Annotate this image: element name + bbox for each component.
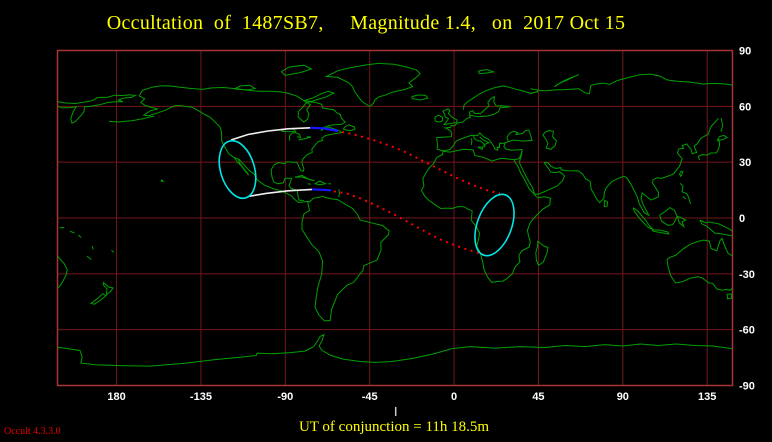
coastline-hispaniola <box>314 180 327 186</box>
coastline-lake-michigan-huron <box>288 132 302 141</box>
latitude-label: 90 <box>739 46 751 58</box>
coastline-australia-main <box>666 237 733 291</box>
coastline-iberia-med <box>436 132 509 152</box>
longitude-label: -90 <box>277 391 293 403</box>
coastline-africa <box>420 148 551 283</box>
longitude-label: 45 <box>532 391 544 403</box>
coastline-philippines-visayas <box>682 196 687 200</box>
coastline-ellesmere <box>280 64 313 76</box>
coastline-chukotka-kamchatka <box>57 94 137 124</box>
coastline-new-caledonia <box>86 255 92 260</box>
coastline-japan-honshu <box>697 140 721 161</box>
chart-title: Occultation of 1487SB7, Magnitude 1.4, o… <box>106 12 626 34</box>
coastline-sardinia-corsica <box>470 138 473 146</box>
map-frame <box>56 49 734 387</box>
path-limit-white <box>230 127 311 141</box>
coastline-nz-south-island <box>89 293 107 305</box>
coastline-arabia <box>519 162 566 195</box>
coastline-sicily <box>477 146 484 151</box>
coastline-java <box>651 229 670 235</box>
graticule <box>57 50 733 386</box>
latitude-label: 0 <box>739 213 745 225</box>
coastlines <box>57 62 733 367</box>
coastline-newfoundland <box>342 124 356 132</box>
longitude-label: -45 <box>362 391 378 403</box>
axis-labels: 180 -135 -90 -45 0 45 90 135 90 60 30 0 -30 -60 -90 <box>107 46 755 404</box>
path-limit-blue <box>311 188 332 192</box>
coastline-svalbard <box>477 68 496 75</box>
coastline-cuba <box>294 174 315 182</box>
coastline-ireland <box>434 114 444 123</box>
coastline-taiwan <box>679 170 684 178</box>
latitude-label: 30 <box>739 157 751 169</box>
uncertainty-ellipse <box>474 193 515 257</box>
coastline-new-guinea-south <box>699 219 733 237</box>
coastline-antarctica <box>57 333 732 367</box>
coastline-asia-main <box>544 118 719 217</box>
longitude-label: 90 <box>617 391 629 403</box>
coastline-baffin-island <box>303 90 336 103</box>
coastline-philippines-luzon <box>679 183 691 205</box>
longitude-label: 135 <box>698 391 716 403</box>
coastline-borneo <box>659 206 678 226</box>
coastline-solomons-1 <box>69 230 75 234</box>
longitude-label: -135 <box>190 391 212 403</box>
coastline-sri-lanka <box>603 199 609 208</box>
coastline-north-america-west <box>138 95 308 203</box>
coastline-nz-north-island <box>102 281 114 297</box>
coastline-asia-arctic <box>537 73 733 95</box>
path-limit-blue <box>309 126 339 133</box>
app-version-label: Occult 4.3.3.0 <box>4 426 61 437</box>
latitude-label: -90 <box>739 380 755 392</box>
latitude-label: 60 <box>739 101 751 113</box>
longitude-label: 0 <box>451 391 457 403</box>
occultation-path <box>218 126 515 416</box>
coastline-jamaica <box>307 183 311 185</box>
coastline-north-america-east <box>138 85 346 201</box>
path-limit-dotted <box>341 131 501 195</box>
coastline-hawaii <box>160 179 165 183</box>
coastline-australia-east <box>57 255 68 289</box>
coastline-italy <box>472 135 491 148</box>
coastline-lesser-antilles <box>338 189 341 198</box>
coastline-sulawesi <box>676 215 687 229</box>
ut-conjunction-label: UT of conjunction = 11h 18.5m <box>298 419 490 435</box>
latitude-label: -60 <box>739 325 755 337</box>
coastline-solomons-2 <box>77 234 82 239</box>
longitude-label: 180 <box>107 391 125 403</box>
coastline-lake-erie-ontario <box>298 136 312 141</box>
coastline-novaya-zemlya <box>554 74 579 88</box>
coastline-aleutians <box>109 115 155 123</box>
coastline-new-guinea-north <box>699 219 733 232</box>
coastline-baltic <box>468 95 511 118</box>
coastline-baja-california <box>234 157 250 176</box>
coastline-great-britain <box>442 108 458 126</box>
coastline-turkey-south <box>503 142 523 151</box>
coastline-caspian <box>542 130 557 150</box>
uncertainty-ellipse <box>218 139 257 200</box>
coastline-iceland <box>411 94 429 101</box>
coastline-aqaba-levant <box>519 149 523 163</box>
coastline-japan-hokkaido <box>716 134 729 141</box>
coastline-fiji <box>111 249 115 253</box>
path-limit-white <box>247 188 313 198</box>
coastline-victoria-island <box>234 84 257 91</box>
coastline-europe-west <box>436 114 471 139</box>
coastline-black-sea <box>506 129 533 143</box>
latitude-label: -30 <box>739 269 755 281</box>
map-border <box>56 49 734 387</box>
coastline-madagascar <box>535 240 549 267</box>
coastline-scandinavia-kola <box>462 85 538 110</box>
path-limit-dotted <box>333 190 485 256</box>
coastline-tasmania <box>726 293 733 300</box>
coastline-sakhalin <box>720 118 724 132</box>
coastline-south-america <box>301 195 390 322</box>
coastline-greenland <box>324 62 421 107</box>
coastline-vanuatu <box>91 245 94 250</box>
